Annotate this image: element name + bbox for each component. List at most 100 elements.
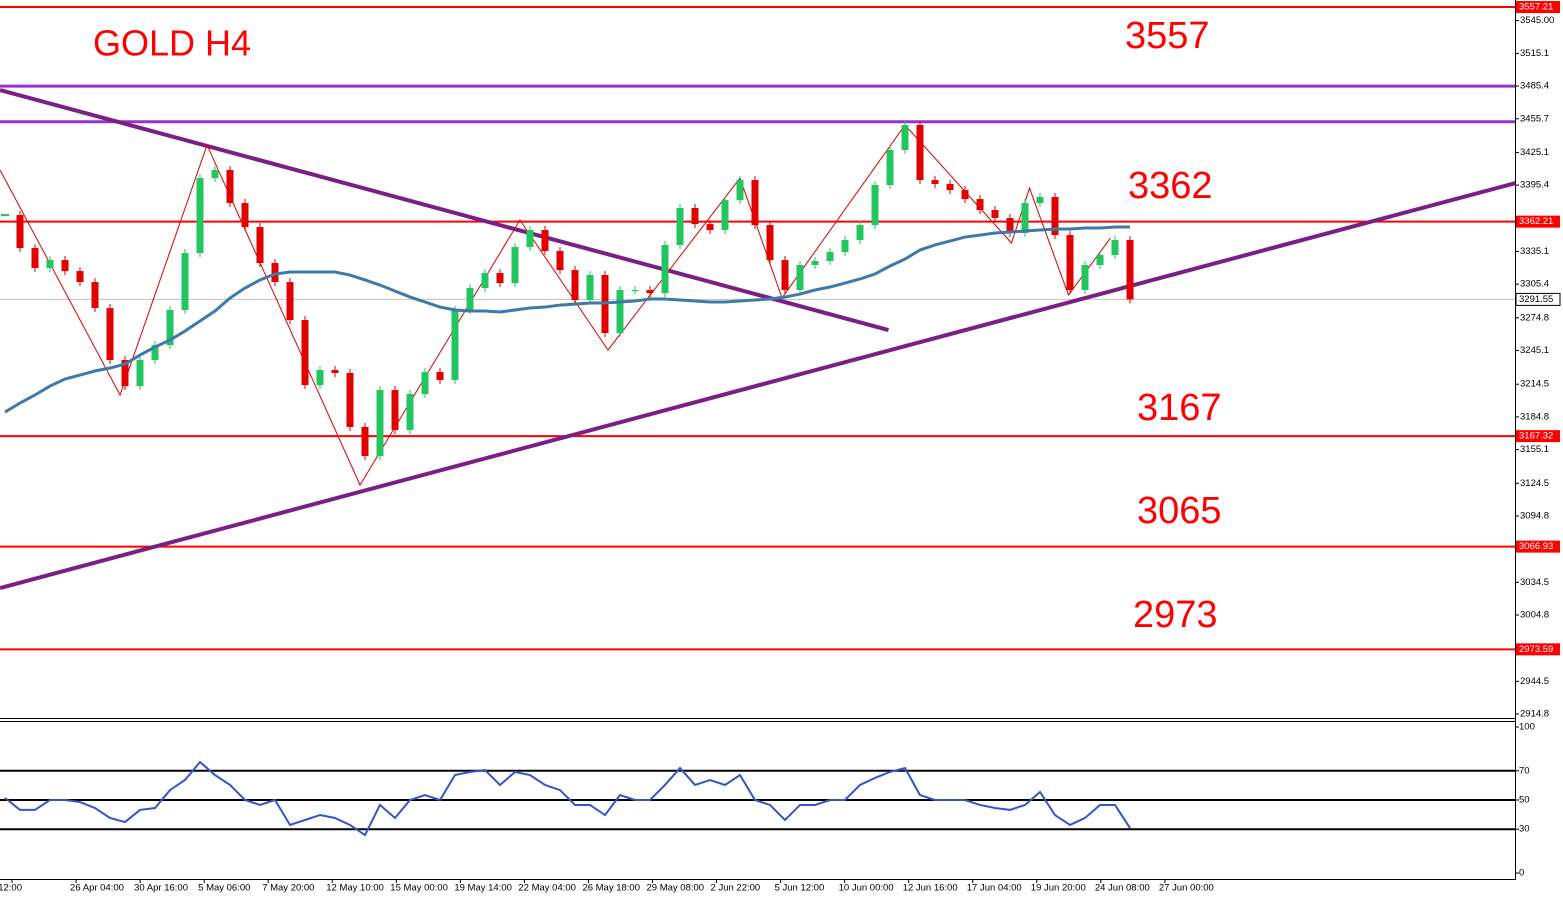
candle-body — [1051, 196, 1059, 236]
candle-body — [286, 282, 294, 321]
candle-body — [556, 251, 564, 271]
candle — [1036, 192, 1044, 208]
candle-body — [931, 180, 939, 185]
candle — [586, 271, 594, 305]
candle-body — [781, 260, 789, 290]
candle-body — [616, 289, 624, 334]
x-tick-label: 7 May 20:00 — [262, 883, 314, 894]
x-tick-label: 12 Jun 16:00 — [903, 883, 958, 894]
candle-body — [256, 227, 264, 264]
candle — [181, 249, 189, 315]
candle — [526, 226, 534, 252]
candle — [1096, 250, 1104, 270]
candle — [856, 221, 864, 245]
candle — [961, 186, 969, 204]
candle — [781, 256, 789, 294]
level-label-box — [1516, 1, 1560, 14]
candle-body — [1096, 254, 1104, 266]
candle — [571, 266, 579, 305]
candle-body — [631, 289, 639, 291]
candle-body — [826, 252, 834, 262]
y-tick-label: 3184.8 — [1520, 411, 1549, 422]
candle-body — [466, 288, 474, 311]
y-tick-label: 3395.4 — [1520, 180, 1549, 191]
x-tick-label: 19 May 14:00 — [454, 883, 512, 894]
candle-body — [1006, 218, 1014, 233]
level-annotation: 3362 — [1128, 165, 1213, 207]
candle — [466, 284, 474, 315]
y-tick-label: 3425.1 — [1520, 147, 1549, 158]
candle — [721, 196, 729, 235]
trend-line — [0, 181, 1517, 590]
x-tick-label: 5 Jun 12:00 — [775, 883, 825, 894]
candle-body — [586, 275, 594, 301]
x-tick-label: 12 May 10:00 — [326, 883, 384, 894]
candle — [841, 236, 849, 257]
candle — [391, 386, 399, 434]
y-tick-label: 3274.8 — [1520, 312, 1549, 323]
candle-body — [526, 230, 534, 248]
candle — [991, 205, 999, 223]
y-tick-label: 3004.8 — [1520, 610, 1549, 621]
last-price-label: 3291.55 — [1519, 294, 1553, 305]
candle — [31, 244, 39, 272]
candle-body — [1111, 240, 1119, 255]
candle-body — [136, 359, 144, 387]
level-annotation: 3167 — [1137, 387, 1222, 429]
candle-body — [706, 224, 714, 231]
x-tick-label: 26 Apr 04:00 — [70, 883, 124, 894]
candle-body — [316, 370, 324, 386]
candle — [826, 248, 834, 266]
candle-body — [841, 240, 849, 253]
candle-body — [991, 209, 999, 219]
candle — [406, 389, 414, 434]
candle — [541, 226, 549, 256]
candle — [1066, 231, 1074, 294]
candle — [706, 220, 714, 235]
candle — [46, 256, 54, 272]
chart-title: GOLD H4 — [93, 23, 251, 64]
x-tick-label: 5 May 06:00 — [198, 883, 250, 894]
candle-body — [91, 282, 99, 309]
candle-body — [751, 180, 759, 226]
candle-body — [436, 371, 444, 381]
y-tick-label: 3155.1 — [1520, 444, 1549, 455]
y-tick-label: 3485.4 — [1520, 81, 1549, 92]
x-tick-label: 27 Jun 00:00 — [1159, 883, 1214, 894]
candle — [676, 204, 684, 249]
x-tick-label: 26 May 18:00 — [582, 883, 640, 894]
candle — [76, 267, 84, 287]
candle-body — [46, 260, 54, 268]
candle — [1111, 236, 1119, 259]
candle — [361, 423, 369, 461]
candle-body — [196, 178, 204, 254]
candle — [931, 176, 939, 189]
y-tick-label: 3124.5 — [1520, 478, 1549, 489]
y-tick-label: 100 — [1519, 722, 1535, 733]
candle — [886, 146, 894, 190]
candle-body — [856, 225, 864, 241]
candle-body — [916, 125, 924, 181]
candle-body — [901, 125, 909, 151]
candle-body — [421, 371, 429, 394]
last-price-box — [1515, 292, 1561, 306]
candle — [871, 181, 879, 230]
candle-body — [886, 150, 894, 186]
candle — [316, 366, 324, 390]
y-tick-label: 3245.1 — [1520, 345, 1549, 356]
candle-body — [181, 253, 189, 311]
candle-body — [361, 427, 369, 457]
candle-body — [76, 271, 84, 283]
y-tick-label: 30 — [1519, 824, 1530, 835]
candle — [556, 247, 564, 275]
x-tick-label: 22 May 04:00 — [518, 883, 576, 894]
candle-body — [331, 370, 339, 373]
candle — [331, 366, 339, 377]
candle-body — [166, 310, 174, 346]
candle — [136, 355, 144, 391]
candle — [796, 261, 804, 294]
candle — [1051, 192, 1059, 240]
candle — [646, 285, 654, 298]
candle-body — [376, 390, 384, 457]
